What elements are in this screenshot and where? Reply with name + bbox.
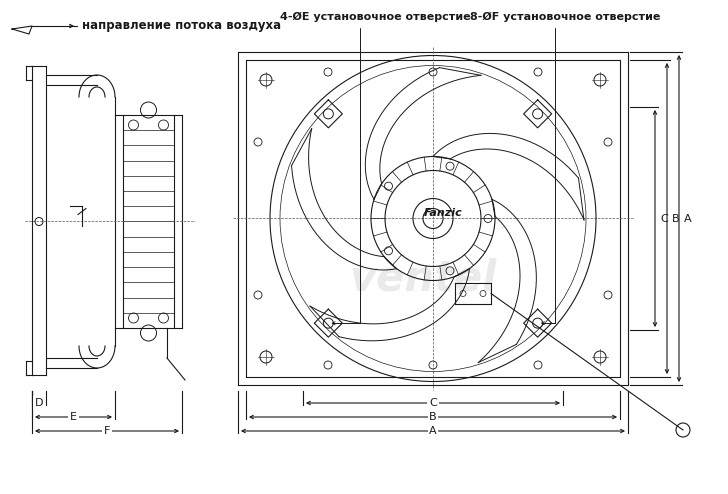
Text: D: D: [35, 398, 43, 408]
Text: B: B: [672, 213, 680, 223]
Text: F: F: [104, 426, 110, 436]
Text: 4-ØE установочное отверстие: 4-ØE установочное отверстие: [280, 12, 470, 22]
Text: E: E: [70, 412, 77, 422]
Text: направление потока воздуха: направление потока воздуха: [82, 19, 281, 33]
Text: ventel: ventel: [349, 257, 496, 299]
Text: B: B: [430, 412, 437, 422]
Text: 8-ØF установочное отверстие: 8-ØF установочное отверстие: [470, 12, 660, 22]
Text: C: C: [429, 398, 437, 408]
Text: A: A: [430, 426, 437, 436]
Text: A: A: [684, 213, 692, 223]
Text: C: C: [660, 213, 668, 223]
Text: Fanzic: Fanzic: [424, 208, 462, 218]
